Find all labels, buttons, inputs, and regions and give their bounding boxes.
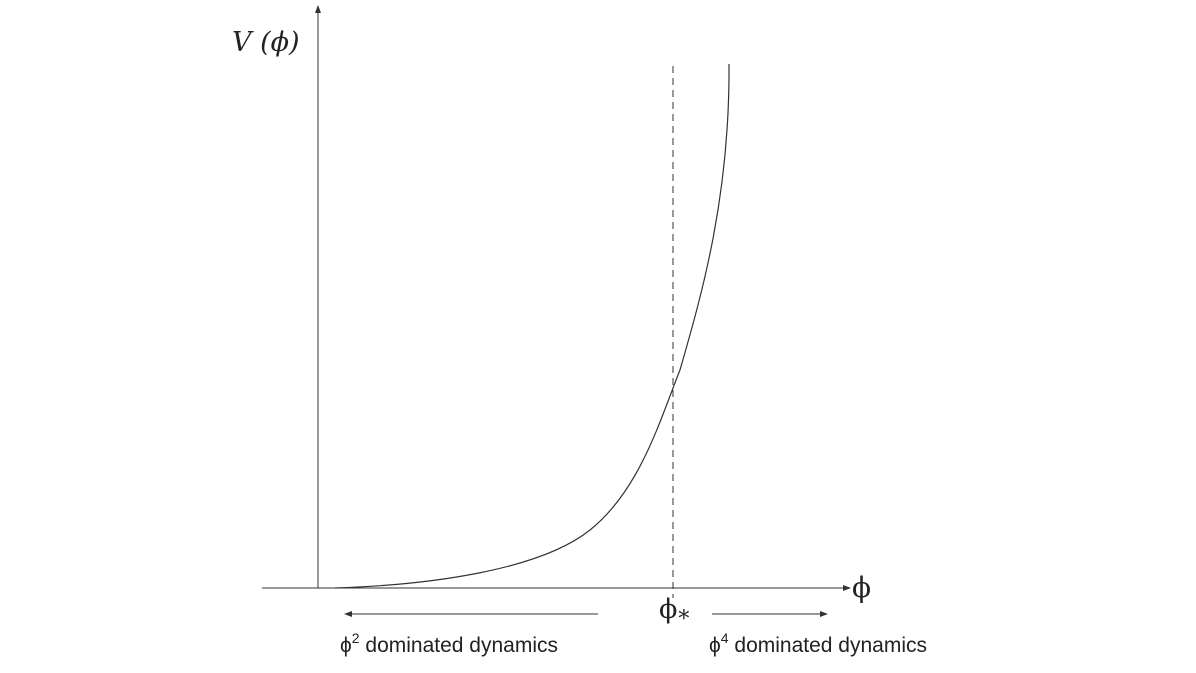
left-region-label: ϕ2 dominated dynamics <box>340 630 558 657</box>
right-exponent: 4 <box>721 630 729 646</box>
y-axis-label: V (ϕ) <box>232 27 300 58</box>
left-exponent: 2 <box>352 630 360 646</box>
phi-star-symbol: ϕ <box>659 594 677 625</box>
right-region-text: dominated dynamics <box>729 634 927 657</box>
left-region-text: dominated dynamics <box>360 634 558 657</box>
left-phi-symbol: ϕ <box>340 634 352 657</box>
right-region-label: ϕ4 dominated dynamics <box>709 630 927 657</box>
potential-curve <box>334 63 730 589</box>
phi-star-subscript: * <box>678 607 689 632</box>
x-axis-label: ϕ <box>852 571 871 604</box>
phi-star-label: ϕ* <box>659 594 689 632</box>
right-phi-symbol: ϕ <box>709 634 721 657</box>
